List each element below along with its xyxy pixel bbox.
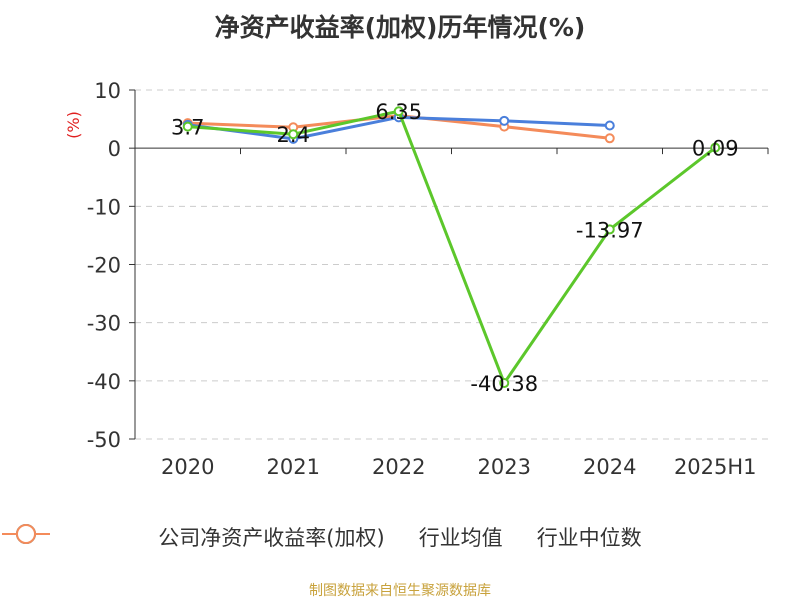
legend-item-industry-mean[interactable]: 行业均值 bbox=[2, 522, 503, 552]
legend-label-company-roe: 公司净资产收益率(加权) bbox=[158, 526, 385, 550]
legend-label-industry-median: 行业中位数 bbox=[536, 526, 642, 550]
x-tick-label: 2022 bbox=[372, 455, 425, 479]
legend-item-industry-median[interactable]: 行业中位数 bbox=[2, 522, 642, 552]
data-point bbox=[604, 120, 615, 131]
data-point bbox=[182, 121, 193, 132]
y-tick-label: -20 bbox=[87, 254, 121, 278]
y-tick-label: -30 bbox=[87, 312, 121, 336]
data-point bbox=[499, 378, 510, 389]
data-point bbox=[604, 133, 615, 144]
series-line bbox=[187, 109, 717, 385]
data-point bbox=[710, 142, 721, 153]
x-tick-label: 2021 bbox=[267, 455, 320, 479]
x-tick-label: 2025H1 bbox=[674, 455, 757, 479]
y-tick-label: -40 bbox=[87, 370, 121, 394]
y-tick-label: -50 bbox=[87, 428, 121, 452]
x-tick-label: 2024 bbox=[583, 455, 636, 479]
x-tick-label: 2023 bbox=[478, 455, 531, 479]
chart-title: 净资产收益率(加权)历年情况(%) bbox=[214, 13, 586, 42]
legend-item-company-roe[interactable]: 公司净资产收益率(加权) bbox=[2, 522, 385, 552]
data-label: 6.35 bbox=[375, 100, 422, 124]
data-point bbox=[393, 106, 404, 117]
data-point bbox=[499, 115, 510, 126]
data-label: 2.4 bbox=[277, 123, 310, 147]
y-tick-label: 0 bbox=[108, 137, 121, 161]
y-axis-label: (%) bbox=[64, 111, 83, 139]
data-label: 0.09 bbox=[692, 137, 739, 161]
y-tick-label: 10 bbox=[94, 79, 121, 103]
x-tick-label: 2020 bbox=[161, 455, 214, 479]
legend-label-industry-mean: 行业均值 bbox=[418, 526, 503, 550]
data-point bbox=[288, 129, 299, 140]
data-label: -13.97 bbox=[576, 218, 644, 242]
chart-legend: 公司净资产收益率(加权) 行业均值 行业中位数 bbox=[0, 522, 800, 552]
legend-key-industry-median bbox=[2, 524, 50, 544]
y-tick-label: -10 bbox=[87, 195, 121, 219]
data-point bbox=[604, 224, 615, 235]
data-label: -40.38 bbox=[470, 372, 538, 396]
data-source-note: 制图数据来自恒生聚源数据库 bbox=[309, 583, 491, 599]
data-label: 3.7 bbox=[171, 116, 204, 140]
